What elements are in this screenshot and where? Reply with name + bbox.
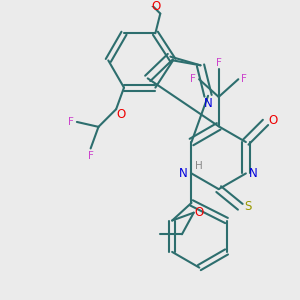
Text: O: O (152, 0, 161, 13)
Text: F: F (216, 58, 222, 68)
Text: H: H (196, 160, 203, 171)
Text: N: N (249, 167, 258, 180)
Text: N: N (179, 167, 188, 180)
Text: O: O (194, 206, 203, 219)
Text: N: N (204, 97, 212, 110)
Text: F: F (190, 74, 196, 84)
Text: F: F (68, 117, 74, 127)
Text: F: F (241, 74, 247, 84)
Text: S: S (244, 200, 252, 213)
Text: O: O (269, 114, 278, 127)
Text: O: O (116, 108, 126, 121)
Text: F: F (88, 151, 94, 161)
